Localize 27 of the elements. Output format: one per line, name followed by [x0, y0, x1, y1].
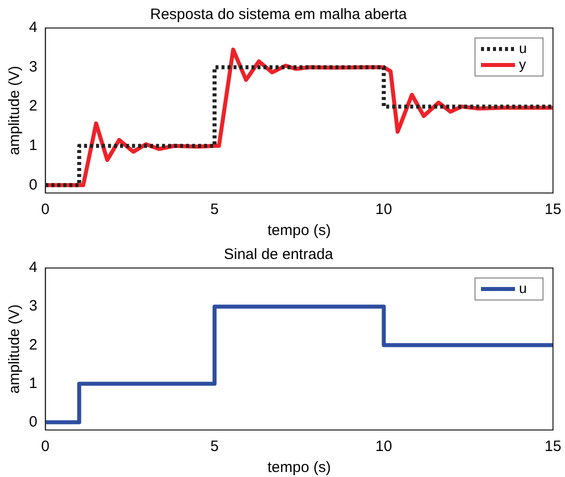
x-axis-title: tempo (s) [267, 222, 331, 240]
y-tick-label: 2 [29, 336, 38, 354]
y-tick-label: 4 [29, 259, 38, 276]
chart-title: Resposta do sistema em malha aberta [150, 6, 408, 24]
legend-label: u [519, 40, 527, 56]
y-tick-label: 0 [29, 176, 38, 194]
legend-label: u [519, 280, 527, 296]
legend-label: y [519, 56, 526, 72]
x-tick-label: 0 [41, 438, 50, 456]
y-tick-label: 4 [29, 19, 38, 36]
y-axis-title: amplitude (V) [6, 66, 24, 156]
y-tick-label: 0 [29, 413, 38, 430]
y-axis-title: amplitude (V) [6, 304, 24, 394]
y-tick-label: 3 [29, 298, 38, 315]
y-tick-label: 3 [29, 58, 38, 76]
chart-title: Sinal de entrada [224, 246, 334, 264]
x-tick-label: 15 [544, 201, 562, 218]
x-tick-label: 15 [544, 438, 562, 456]
y-tick-label: 1 [29, 374, 38, 392]
x-tick-label: 0 [41, 201, 50, 218]
y-tick-label: 2 [29, 98, 38, 115]
x-tick-label: 10 [375, 201, 392, 218]
x-tick-label: 5 [210, 438, 219, 456]
x-tick-label: 5 [210, 201, 219, 218]
x-tick-label: 10 [375, 438, 392, 456]
x-axis-title: tempo (s) [267, 459, 331, 476]
y-tick-label: 1 [29, 137, 38, 154]
